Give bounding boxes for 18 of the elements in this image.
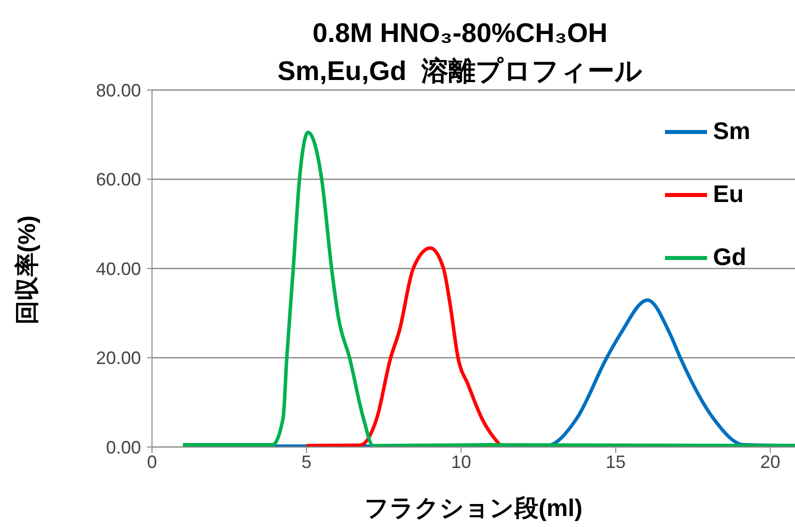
- x-tick-label: 10: [451, 452, 472, 472]
- x-tick-label: 5: [302, 452, 312, 472]
- y-tick-label: 0.00: [106, 437, 141, 458]
- y-tick-label: 20.00: [96, 348, 141, 368]
- y-tick-label: 80.00: [96, 80, 141, 100]
- y-tick-label: 60.00: [96, 170, 141, 190]
- line-series: [304, 246, 502, 447]
- x-tick-label: 0: [146, 452, 158, 472]
- legend-label: Eu: [713, 180, 744, 208]
- y-axis-title: 回収率(%): [13, 215, 42, 325]
- chart-title: 0.8M HNO₃-80%CH₃OH: [311, 17, 609, 50]
- x-tick-label: 15: [606, 452, 626, 472]
- chart-subtitle: Sm,Eu,Gd 溶離プロフィール: [276, 55, 644, 88]
- legend-label: Gd: [713, 244, 746, 272]
- y-tick-label: 40.00: [96, 258, 141, 279]
- x-tick-label: 20: [760, 452, 780, 472]
- legend-label: Sm: [713, 118, 750, 146]
- x-axis-title: フラクション段(ml): [364, 494, 584, 524]
